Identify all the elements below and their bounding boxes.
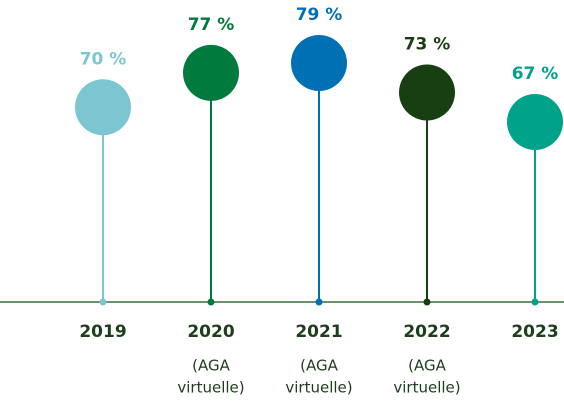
bubble	[75, 79, 131, 136]
bubble	[291, 35, 347, 91]
category-note: virtuelle)	[177, 379, 244, 397]
x-tick-label: 2019	[79, 322, 126, 342]
bubble	[183, 44, 239, 101]
value-label: 70 %	[80, 49, 127, 69]
value-label: 67 %	[512, 64, 559, 84]
value-label: 73 %	[404, 35, 451, 55]
x-tick-label: 2022	[403, 322, 450, 342]
category-note: virtuelle)	[393, 379, 460, 397]
value-label: 77 %	[188, 15, 235, 35]
foot-dot	[531, 298, 539, 306]
x-tick-label: 2020	[187, 322, 234, 342]
category-note: virtuelle)	[285, 379, 352, 397]
bubble	[399, 64, 455, 121]
value-label: 79 %	[296, 5, 343, 25]
foot-dot	[315, 298, 323, 306]
category-note: (AGA	[192, 357, 230, 375]
category-note: (AGA	[300, 357, 338, 375]
foot-dot	[207, 298, 215, 306]
bubble	[507, 94, 563, 150]
foot-dot	[99, 298, 107, 306]
foot-dot	[423, 298, 431, 306]
x-tick-label: 2021	[295, 322, 342, 342]
x-tick-label: 2023	[511, 322, 558, 342]
category-note: (AGA	[408, 357, 446, 375]
